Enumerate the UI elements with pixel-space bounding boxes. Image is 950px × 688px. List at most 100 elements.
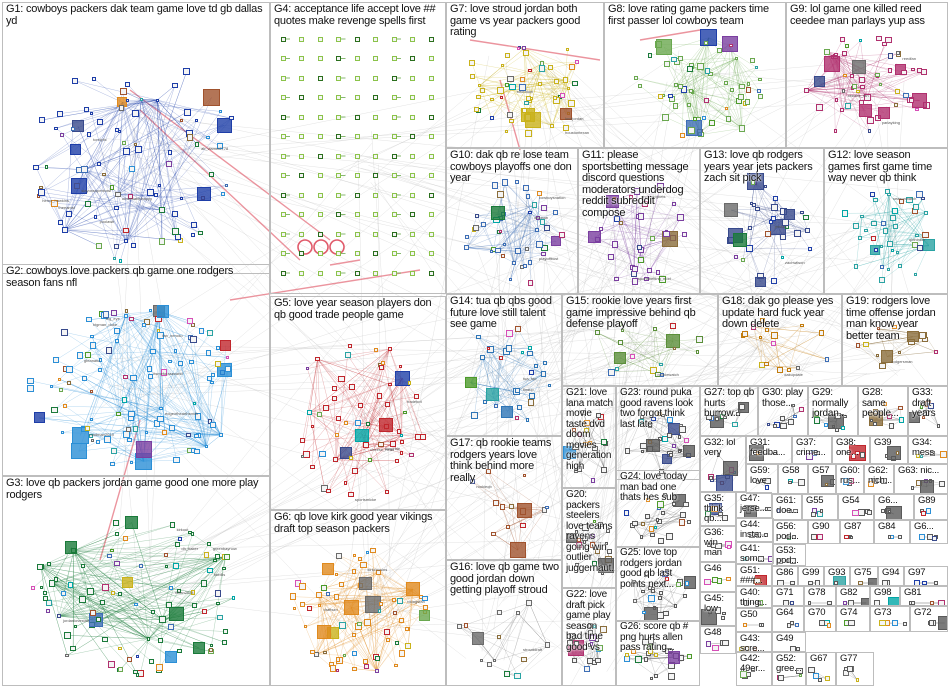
vertex[interactable] [671, 56, 677, 63]
vertex[interactable] [124, 239, 129, 244]
vertex[interactable] [647, 648, 653, 654]
vertex[interactable] [785, 225, 789, 230]
vertex[interactable] [168, 624, 175, 631]
vertex[interactable] [85, 200, 92, 207]
vertex[interactable] [391, 192, 397, 198]
vertex[interactable] [428, 56, 434, 61]
vertex[interactable] [373, 173, 378, 178]
vertex[interactable] [378, 417, 393, 433]
vertex[interactable] [600, 625, 608, 633]
vertex[interactable] [299, 134, 304, 139]
vertex[interactable] [122, 535, 129, 542]
vertex[interactable] [351, 650, 358, 657]
vertex[interactable] [352, 633, 356, 637]
vertex[interactable] [116, 411, 121, 417]
vertex[interactable] [493, 659, 497, 663]
vertex[interactable] [399, 617, 404, 623]
vertex[interactable] [887, 68, 893, 73]
vertex[interactable] [855, 343, 861, 348]
vertex[interactable] [937, 599, 945, 605]
vertex[interactable] [299, 36, 304, 42]
vertex[interactable] [391, 231, 397, 237]
vertex[interactable] [528, 68, 532, 72]
vertex[interactable] [777, 558, 783, 564]
vertex[interactable] [906, 196, 913, 204]
vertex[interactable] [543, 360, 548, 366]
vertex[interactable] [631, 649, 636, 655]
vertex[interactable] [843, 414, 847, 419]
vertex[interactable] [780, 255, 785, 260]
vertex[interactable] [84, 351, 91, 358]
vertex[interactable] [317, 173, 323, 178]
vertex[interactable] [939, 481, 946, 487]
vertex[interactable] [915, 233, 920, 238]
vertex[interactable] [409, 452, 414, 458]
vertex[interactable] [738, 124, 746, 132]
vertex[interactable] [351, 569, 357, 574]
vertex[interactable] [317, 270, 323, 276]
vertex[interactable] [177, 589, 181, 593]
vertex[interactable] [919, 405, 924, 409]
vertex[interactable] [373, 212, 378, 217]
vertex[interactable] [897, 263, 903, 269]
vertex[interactable] [376, 393, 383, 399]
vertex[interactable] [659, 372, 664, 377]
vertex[interactable] [156, 664, 164, 672]
vertex[interactable] [500, 96, 504, 100]
vertex[interactable] [922, 239, 935, 252]
vertex[interactable] [118, 647, 122, 651]
vertex[interactable] [824, 423, 828, 428]
vertex[interactable] [457, 624, 463, 630]
vertex[interactable] [790, 580, 796, 585]
vertex[interactable] [129, 374, 137, 382]
vertex[interactable] [504, 130, 508, 134]
vertex[interactable] [688, 127, 695, 134]
vertex[interactable] [299, 114, 304, 120]
vertex[interactable] [757, 89, 761, 93]
vertex[interactable] [849, 73, 854, 78]
vertex[interactable] [309, 464, 315, 470]
vertex[interactable] [743, 504, 758, 517]
vertex[interactable] [394, 458, 400, 464]
vertex[interactable] [338, 375, 345, 383]
vertex[interactable] [716, 475, 734, 491]
vertex[interactable] [117, 591, 122, 596]
vertex[interactable] [844, 534, 850, 540]
vertex[interactable] [573, 640, 580, 647]
vertex[interactable] [512, 260, 517, 265]
vertex[interactable] [326, 489, 331, 494]
vertex[interactable] [624, 448, 631, 454]
vertex[interactable] [700, 29, 718, 47]
vertex[interactable] [677, 83, 683, 89]
vertex[interactable] [470, 412, 478, 419]
vertex[interactable] [834, 98, 838, 102]
vertex[interactable] [696, 336, 704, 343]
vertex[interactable] [405, 642, 412, 650]
vertex[interactable] [505, 524, 511, 530]
vertex[interactable] [117, 129, 122, 134]
vertex[interactable] [280, 251, 286, 256]
vertex[interactable] [758, 335, 763, 340]
vertex[interactable] [760, 318, 766, 324]
vertex[interactable] [463, 623, 469, 628]
vertex[interactable] [183, 108, 191, 116]
vertex[interactable] [922, 580, 927, 585]
vertex[interactable] [146, 366, 152, 372]
vertex[interactable] [76, 352, 84, 359]
vertex[interactable] [114, 205, 119, 211]
vertex[interactable] [525, 95, 532, 102]
vertex[interactable] [537, 82, 543, 87]
vertex[interactable] [745, 87, 752, 93]
vertex[interactable] [552, 209, 559, 216]
vertex[interactable] [695, 349, 700, 354]
vertex[interactable] [146, 636, 151, 641]
vertex[interactable] [738, 403, 746, 411]
vertex[interactable] [677, 214, 685, 222]
vertex[interactable] [638, 257, 645, 264]
vertex[interactable] [824, 676, 830, 682]
vertex[interactable] [331, 385, 337, 391]
vertex[interactable] [545, 505, 549, 510]
vertex[interactable] [47, 562, 52, 567]
vertex[interactable] [391, 173, 397, 178]
vertex[interactable] [209, 643, 214, 648]
